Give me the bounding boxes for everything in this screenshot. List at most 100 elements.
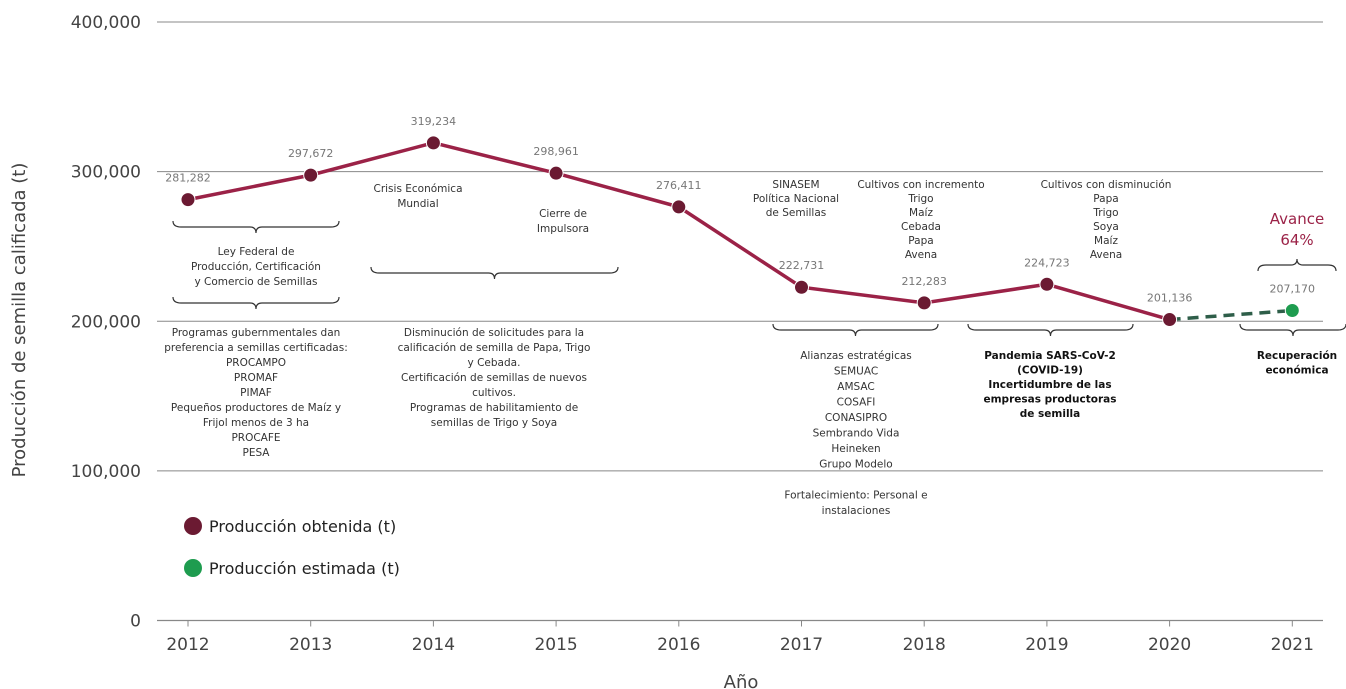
obtained-point (180, 192, 196, 208)
x-tick-labels: 2012 2013 2014 2015 2016 2017 2018 2019 2020 2021 (166, 635, 1314, 655)
annotation-incremento: Avena (905, 249, 937, 261)
annotation-programas: PROCAFE (231, 432, 280, 444)
data-label: 222,731 (779, 259, 825, 272)
annotation-sinasem: de Semillas (766, 207, 826, 219)
annotation-solicitudes: Certificación de semillas de nuevos (401, 372, 587, 384)
annotation-brace (772, 323, 939, 337)
annotation-incremento: Cultivos con incremento (857, 179, 984, 191)
annotation-disminucion: Trigo (1092, 207, 1118, 219)
annotation-recuperacion: Recuperación (1257, 350, 1337, 362)
annotations: Crisis Económica Mundial Cierre de Impulsor… (164, 179, 1337, 517)
annotation-sinasem: SINASEM (772, 179, 819, 191)
annotation-cierre: Cierre de (539, 208, 587, 220)
annotation-pandemia: empresas productoras (984, 394, 1117, 406)
annotation-incremento: Maíz (909, 207, 933, 219)
annotation-sinasem: Política Nacional (753, 193, 839, 205)
annotation-programas: Programas gubernmentales dan (172, 327, 341, 339)
obtained-point (1162, 312, 1178, 328)
annotation-pandemia: (COVID-19) (1017, 365, 1083, 377)
y-tick-label: 0 (130, 612, 141, 632)
series-lines (187, 141, 1293, 322)
estimated-point (1284, 303, 1300, 319)
annotation-programas: PESA (242, 447, 270, 459)
series-points (180, 135, 1300, 328)
annotation-programas: PIMAF (240, 387, 272, 399)
data-label: 276,411 (656, 179, 702, 192)
annotation-solicitudes: Programas de habilitamiento de (410, 402, 578, 414)
legend-estimated-marker (184, 559, 202, 577)
annotation-brace (370, 266, 619, 280)
x-tick-label: 2017 (780, 635, 823, 655)
x-tick-label: 2012 (166, 635, 209, 655)
estimated-production-line (1169, 308, 1293, 322)
avance-label: Avance (1270, 210, 1324, 228)
x-tick-label: 2018 (903, 635, 946, 655)
annotation-pandemia: Pandemia SARS-CoV-2 (984, 350, 1116, 362)
annotation-solicitudes: calificación de semilla de Papa, Trigo (398, 342, 591, 354)
annotation-brace (172, 296, 340, 310)
annotation-solicitudes: Disminución de solicitudes para la (404, 327, 584, 339)
annotation-alianzas: Grupo Modelo (819, 459, 893, 471)
legend-obtained-label: Producción obtenida (t) (209, 517, 396, 536)
annotation-programas: Pequeños productores de Maíz y (171, 402, 341, 414)
annotation-brace (1257, 258, 1337, 272)
legend: Producción obtenida (t) Producción estima… (184, 517, 400, 578)
annotation-incremento: Trigo (907, 193, 933, 205)
annotation-alianzas: Sembrando Vida (813, 428, 900, 440)
annotation-disminucion: Soya (1093, 221, 1119, 233)
annotation-brace (172, 220, 340, 234)
annotation-ley: Producción, Certificación (191, 261, 321, 273)
annotation-alianzas: Fortalecimiento: Personal e (784, 490, 927, 502)
obtained-point (303, 167, 319, 183)
y-tick-label: 200,000 (71, 312, 141, 332)
data-label: 298,961 (533, 145, 579, 158)
annotation-brace (1239, 323, 1346, 337)
annotation-solicitudes: y Cebada. (468, 357, 521, 369)
obtained-point (548, 165, 564, 181)
obtained-point (1039, 276, 1055, 292)
annotation-crisis: Mundial (397, 198, 438, 210)
annotation-disminucion: Maíz (1094, 235, 1118, 247)
y-tick-label: 100,000 (71, 462, 141, 482)
annotation-disminucion: Papa (1093, 193, 1118, 205)
avance-label: 64% (1280, 231, 1313, 249)
annotation-recuperacion: económica (1265, 365, 1328, 377)
obtained-point (671, 199, 687, 215)
data-label: 281,282 (165, 172, 211, 185)
obtained-point (916, 295, 932, 311)
x-tick-label: 2013 (289, 635, 332, 655)
annotation-alianzas: SEMUAC (834, 366, 878, 378)
x-tick-label: 2021 (1271, 635, 1314, 655)
annotation-solicitudes: cultivos. (472, 387, 516, 399)
x-tick-label: 2019 (1025, 635, 1068, 655)
annotation-disminucion: Cultivos con disminución (1041, 179, 1172, 191)
obtained-production-line (187, 141, 1171, 322)
x-tick-label: 2016 (657, 635, 700, 655)
annotation-crisis: Crisis Económica (373, 183, 462, 195)
data-label: 212,283 (901, 275, 947, 288)
annotation-programas: PROCAMPO (226, 357, 286, 369)
data-label: 319,234 (411, 115, 457, 128)
annotation-ley: y Comercio de Semillas (194, 276, 317, 288)
legend-estimated-label: Producción estimada (t) (209, 559, 400, 578)
annotation-programas: PROMAF (234, 372, 278, 384)
annotation-programas: preferencia a semillas certificadas: (164, 342, 347, 354)
y-axis-title: Producción de semilla calificada (t) (9, 163, 30, 478)
data-label: 297,672 (288, 147, 334, 160)
annotation-alianzas: Alianzas estratégicas (800, 350, 912, 362)
data-label: 201,136 (1147, 292, 1193, 305)
y-tick-labels: 0 100,000 200,000 300,000 400,000 (71, 13, 141, 632)
annotation-pandemia: Incertidumbre de las (988, 379, 1111, 391)
annotation-brace (967, 323, 1134, 337)
obtained-point (425, 135, 441, 151)
annotation-incremento: Papa (908, 235, 933, 247)
obtained-point (794, 279, 809, 295)
data-label: 224,723 (1024, 256, 1070, 269)
annotation-alianzas: AMSAC (837, 381, 874, 393)
x-axis-title: Año (724, 672, 759, 689)
annotation-alianzas: COSAFI (837, 397, 876, 409)
x-tick-label: 2014 (412, 635, 455, 655)
legend-obtained-marker (184, 517, 202, 535)
data-labels: 281,282 297,672 319,234 298,961 276,411 222,7… (165, 115, 1315, 305)
